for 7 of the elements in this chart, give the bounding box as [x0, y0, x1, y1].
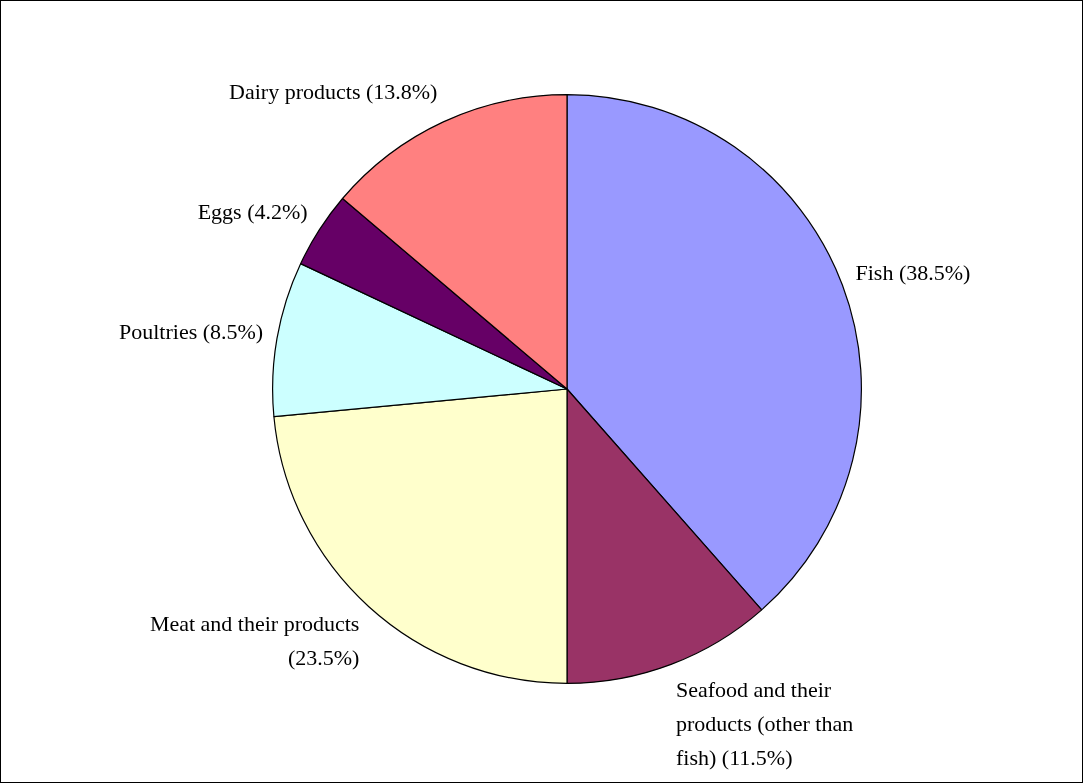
slice-label: Poultries (8.5%)	[118, 318, 264, 344]
slice-label: Eggs (4.2%)	[197, 198, 308, 224]
slice-label: Meat and their products	[149, 611, 360, 637]
data-label: (23.5%)	[287, 645, 360, 671]
slice-label: Seafood and their products (other than fish) (11.5%)	[676, 676, 854, 770]
slice-label: Dairy products (13.8%)	[229, 79, 438, 105]
slice-label: Fish (38.5%)	[855, 259, 971, 285]
